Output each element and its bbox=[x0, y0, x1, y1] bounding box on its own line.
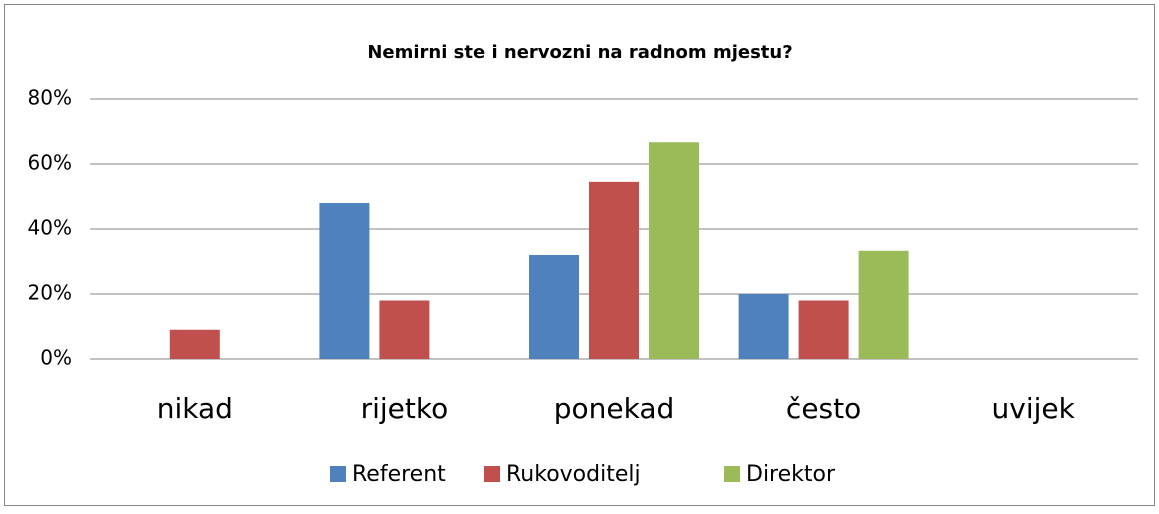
y-tick-label: 40% bbox=[28, 216, 72, 240]
legend-label: Rukovoditelj bbox=[506, 462, 641, 487]
bar bbox=[798, 300, 849, 359]
bar bbox=[529, 255, 579, 359]
legend-label: Direktor bbox=[746, 462, 836, 487]
y-tick-label: 80% bbox=[28, 86, 72, 110]
legend-label: Referent bbox=[352, 462, 446, 487]
bar bbox=[649, 142, 699, 359]
bar bbox=[858, 250, 909, 359]
bar bbox=[169, 329, 220, 359]
legend-swatch bbox=[330, 466, 346, 482]
chart-title: Nemirni ste i nervozni na radnom mjestu? bbox=[367, 42, 792, 63]
legend-swatch bbox=[484, 466, 500, 482]
bar bbox=[589, 181, 639, 359]
bar bbox=[319, 203, 370, 359]
chart-border bbox=[4, 4, 1155, 506]
x-tick-label: nikad bbox=[157, 392, 233, 425]
x-tick-label: rijetko bbox=[361, 392, 449, 425]
bar bbox=[379, 300, 430, 359]
x-tick-label: ponekad bbox=[554, 392, 675, 425]
y-tick-label: 60% bbox=[28, 151, 72, 175]
x-tick-label: često bbox=[786, 392, 861, 425]
bar bbox=[738, 294, 789, 359]
x-tick-label: uvijek bbox=[992, 392, 1076, 425]
y-tick-label: 20% bbox=[28, 281, 72, 305]
legend-swatch bbox=[724, 466, 740, 482]
y-tick-label: 0% bbox=[40, 346, 72, 370]
